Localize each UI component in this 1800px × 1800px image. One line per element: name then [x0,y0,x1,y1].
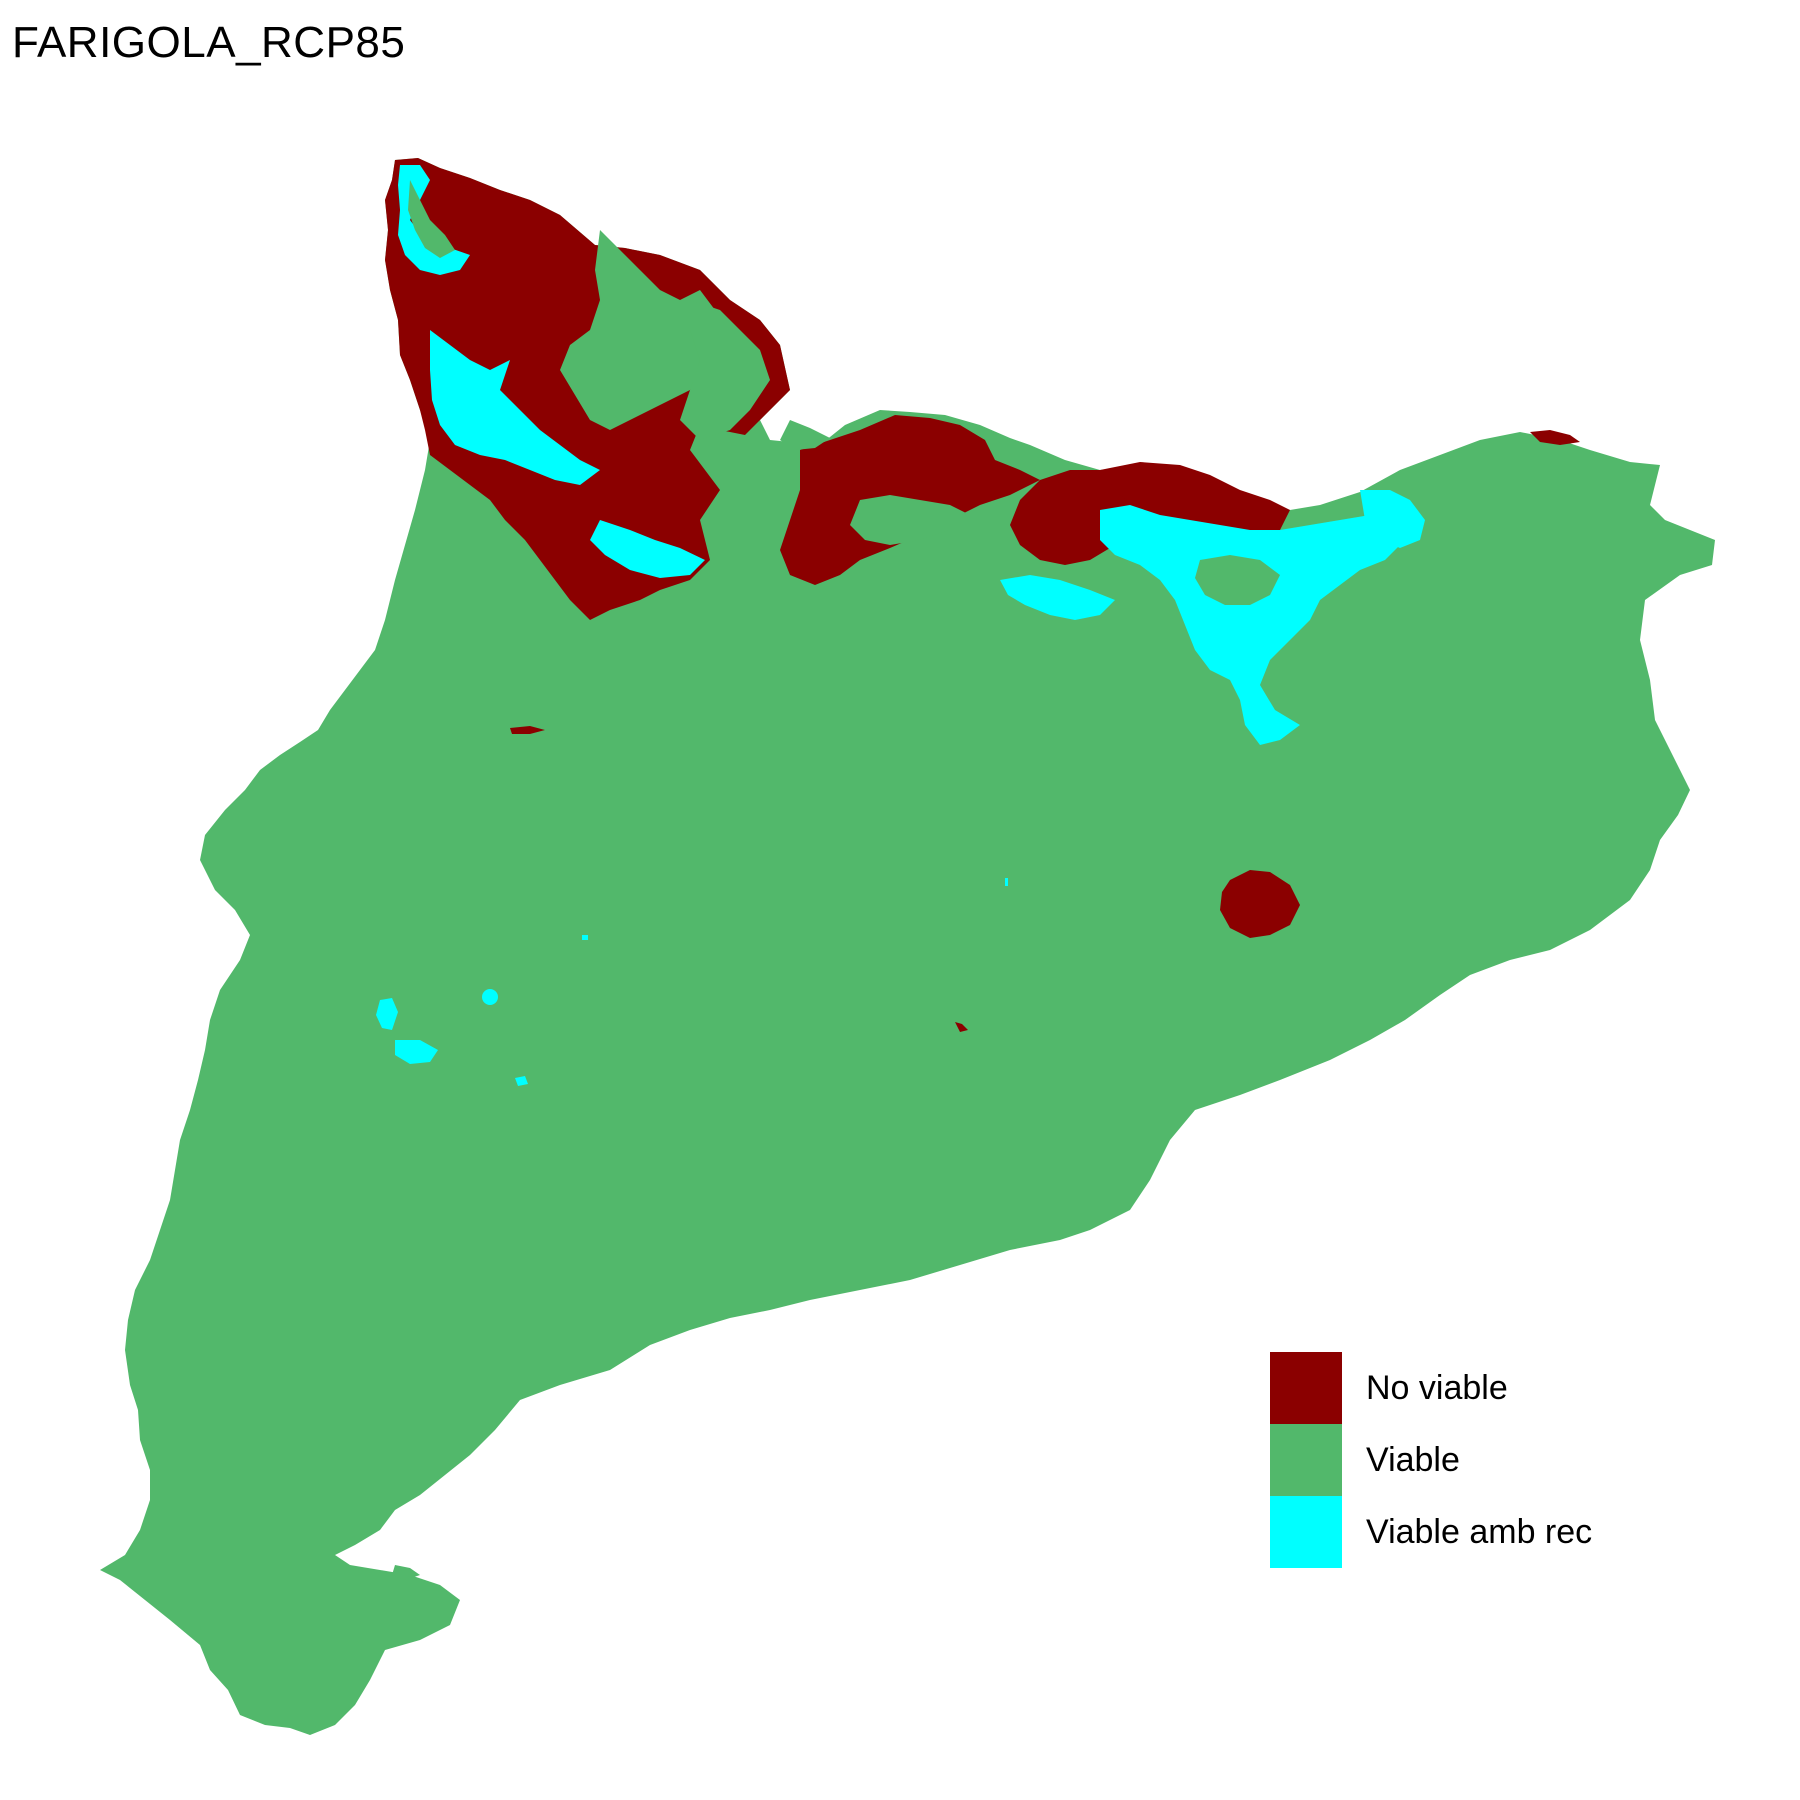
viable-amb-rec-blob [1005,878,1008,886]
viable-valley [680,300,770,440]
no-viable-region [1530,430,1580,445]
legend-item-no-viable: No viable [1270,1352,1592,1424]
legend-label: Viable [1366,1440,1460,1479]
viable-amb-rec-blob [582,935,588,940]
viable-patch [780,420,830,450]
no-viable-blob [1220,870,1300,938]
no-viable-region [1100,462,1290,548]
viable-amb-rec-blob [376,998,398,1030]
legend-swatch-viable-amb-rec [1270,1496,1342,1568]
viable-amb-rec-region [1360,490,1425,548]
legend-swatch-viable [1270,1424,1342,1496]
legend-item-viable-amb-rec: Viable amb rec [1270,1496,1592,1568]
map-title: FARIGOLA_RCP85 [12,18,406,67]
viable-valley [408,180,455,258]
legend-item-viable: Viable [1270,1424,1592,1496]
legend-label: Viable amb rec [1366,1512,1593,1551]
viable-island [392,1565,420,1580]
viable-patch [1195,555,1280,605]
viable-patch [850,495,970,545]
viable-amb-rec-blob [482,989,498,1005]
no-viable-blob [510,726,545,734]
viable-amb-rec-region [590,520,705,578]
viable-valley [560,230,720,430]
viable-amb-rec-region [1100,505,1400,745]
map-legend: No viable Viable Viable amb rec [1270,1352,1592,1568]
viable-amb-rec-region [1000,575,1115,620]
legend-swatch-no-viable [1270,1352,1342,1424]
viable-amb-rec-blob [515,1076,528,1086]
no-viable-blob [955,1022,968,1032]
viable-amb-rec-region [430,330,600,485]
legend-label: No viable [1366,1368,1508,1407]
viable-amb-rec-blob [395,1040,438,1064]
